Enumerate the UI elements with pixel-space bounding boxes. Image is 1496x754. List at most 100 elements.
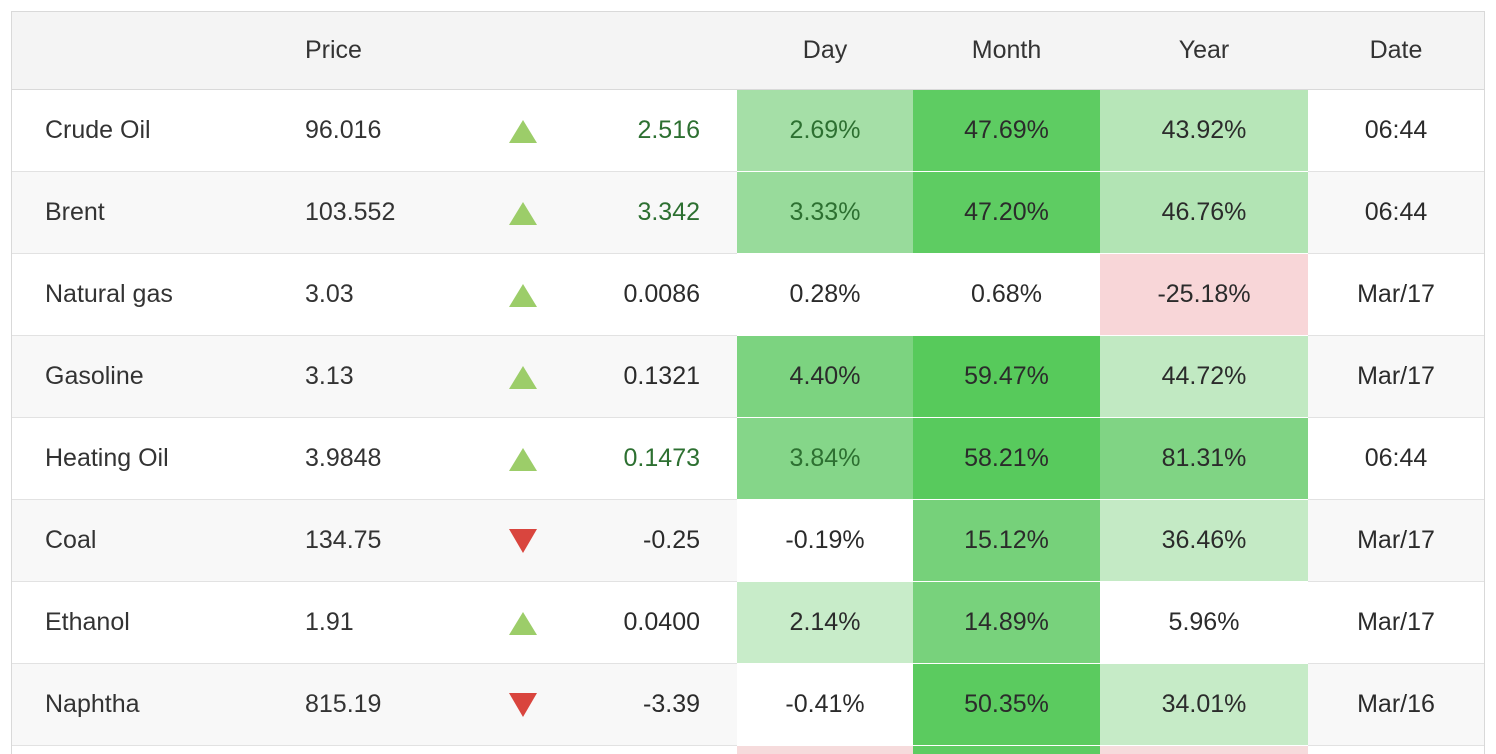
table-row-heating-oil[interactable]: Heating Oil 3.9848 0.1473 3.84% 58.21% 8…	[12, 418, 1484, 500]
date-cell: 06:44	[1308, 418, 1484, 500]
year-percent-cell: -25.18%	[1100, 254, 1308, 336]
year-percent-cell: 46.76%	[1100, 172, 1308, 254]
day-percent-cell	[737, 746, 913, 754]
direction-cell	[485, 336, 560, 418]
commodity-name-link[interactable]	[12, 746, 280, 754]
direction-cell	[485, 90, 560, 172]
commodity-name-link[interactable]: Crude Oil	[12, 90, 280, 172]
date-cell: Mar/17	[1308, 336, 1484, 418]
col-header-spacer2	[560, 12, 737, 90]
change-value-cell: 2.516	[560, 90, 737, 172]
commodity-name-link[interactable]: Ethanol	[12, 582, 280, 664]
day-percent-cell: 4.40%	[737, 336, 913, 418]
commodities-table-container: Price Day Month Year Date Crude Oil 96.0…	[11, 11, 1485, 754]
date-cell: 06:44	[1308, 172, 1484, 254]
price-direction-triangle-icon	[508, 365, 537, 389]
month-percent-cell: 50.35%	[913, 664, 1100, 746]
year-percent-cell: 81.31%	[1100, 418, 1308, 500]
month-percent-cell: 47.69%	[913, 90, 1100, 172]
direction-cell	[485, 172, 560, 254]
day-percent-cell: -0.19%	[737, 500, 913, 582]
commodity-name-link[interactable]: Gasoline	[12, 336, 280, 418]
month-percent-cell: 59.47%	[913, 336, 1100, 418]
commodity-name-link[interactable]: Brent	[12, 172, 280, 254]
col-header-price: Price	[280, 12, 485, 90]
price-direction-triangle-icon	[508, 283, 537, 307]
day-percent-cell: 2.69%	[737, 90, 913, 172]
change-value-cell: 3.342	[560, 172, 737, 254]
date-cell	[1308, 746, 1484, 754]
day-percent-cell: 0.28%	[737, 254, 913, 336]
commodities-table: Price Day Month Year Date Crude Oil 96.0…	[12, 12, 1484, 754]
price-cell: 815.19	[280, 664, 485, 746]
year-percent-cell: 43.92%	[1100, 90, 1308, 172]
price-cell: 96.016	[280, 90, 485, 172]
commodity-name-link[interactable]: Naphtha	[12, 664, 280, 746]
month-percent-cell: 15.12%	[913, 500, 1100, 582]
date-cell: Mar/16	[1308, 664, 1484, 746]
change-value-cell: -3.39	[560, 664, 737, 746]
commodity-name-link[interactable]: Natural gas	[12, 254, 280, 336]
day-percent-cell: 3.33%	[737, 172, 913, 254]
price-direction-triangle-icon	[508, 611, 537, 635]
date-cell: Mar/17	[1308, 254, 1484, 336]
direction-cell	[485, 582, 560, 664]
direction-cell	[485, 500, 560, 582]
year-percent-cell: 5.96%	[1100, 582, 1308, 664]
col-header-month: Month	[913, 12, 1100, 90]
day-percent-cell: -0.41%	[737, 664, 913, 746]
price-cell: 3.13	[280, 336, 485, 418]
table-row-partial[interactable]	[12, 746, 1484, 754]
col-header-date: Date	[1308, 12, 1484, 90]
col-header-spacer1	[485, 12, 560, 90]
table-row-brent[interactable]: Brent 103.552 3.342 3.33% 47.20% 46.76% …	[12, 172, 1484, 254]
year-percent-cell: 34.01%	[1100, 664, 1308, 746]
change-value-cell: -0.25	[560, 500, 737, 582]
day-percent-cell: 2.14%	[737, 582, 913, 664]
price-cell	[280, 746, 485, 754]
price-cell: 103.552	[280, 172, 485, 254]
change-value-cell: 0.0400	[560, 582, 737, 664]
table-row-gasoline[interactable]: Gasoline 3.13 0.1321 4.40% 59.47% 44.72%…	[12, 336, 1484, 418]
table-row-coal[interactable]: Coal 134.75 -0.25 -0.19% 15.12% 36.46% M…	[12, 500, 1484, 582]
col-header-name	[12, 12, 280, 90]
year-percent-cell: 44.72%	[1100, 336, 1308, 418]
year-percent-cell: 36.46%	[1100, 500, 1308, 582]
change-value-cell: 0.1321	[560, 336, 737, 418]
commodity-name-link[interactable]: Heating Oil	[12, 418, 280, 500]
table-header-row: Price Day Month Year Date	[12, 12, 1484, 90]
change-value-cell: 0.1473	[560, 418, 737, 500]
table-row-naphtha[interactable]: Naphtha 815.19 -3.39 -0.41% 50.35% 34.01…	[12, 664, 1484, 746]
col-header-year: Year	[1100, 12, 1308, 90]
table-row-natural-gas[interactable]: Natural gas 3.03 0.0086 0.28% 0.68% -25.…	[12, 254, 1484, 336]
month-percent-cell: 0.68%	[913, 254, 1100, 336]
year-percent-cell	[1100, 746, 1308, 754]
col-header-day: Day	[737, 12, 913, 90]
direction-cell	[485, 664, 560, 746]
price-cell: 3.9848	[280, 418, 485, 500]
price-cell: 134.75	[280, 500, 485, 582]
month-percent-cell: 14.89%	[913, 582, 1100, 664]
month-percent-cell	[913, 746, 1100, 754]
change-value-cell	[560, 746, 737, 754]
date-cell: Mar/17	[1308, 500, 1484, 582]
price-direction-triangle-icon	[508, 529, 537, 554]
price-direction-triangle-icon	[508, 201, 537, 225]
day-percent-cell: 3.84%	[737, 418, 913, 500]
month-percent-cell: 47.20%	[913, 172, 1100, 254]
date-cell: Mar/17	[1308, 582, 1484, 664]
table-row-crude-oil[interactable]: Crude Oil 96.016 2.516 2.69% 47.69% 43.9…	[12, 90, 1484, 172]
price-direction-triangle-icon	[508, 693, 537, 718]
direction-cell	[485, 418, 560, 500]
change-value-cell: 0.0086	[560, 254, 737, 336]
direction-cell	[485, 254, 560, 336]
price-direction-triangle-icon	[508, 447, 537, 471]
price-direction-triangle-icon	[508, 119, 537, 143]
price-cell: 1.91	[280, 582, 485, 664]
price-cell: 3.03	[280, 254, 485, 336]
date-cell: 06:44	[1308, 90, 1484, 172]
table-row-ethanol[interactable]: Ethanol 1.91 0.0400 2.14% 14.89% 5.96% M…	[12, 582, 1484, 664]
direction-cell	[485, 746, 560, 754]
commodity-name-link[interactable]: Coal	[12, 500, 280, 582]
month-percent-cell: 58.21%	[913, 418, 1100, 500]
